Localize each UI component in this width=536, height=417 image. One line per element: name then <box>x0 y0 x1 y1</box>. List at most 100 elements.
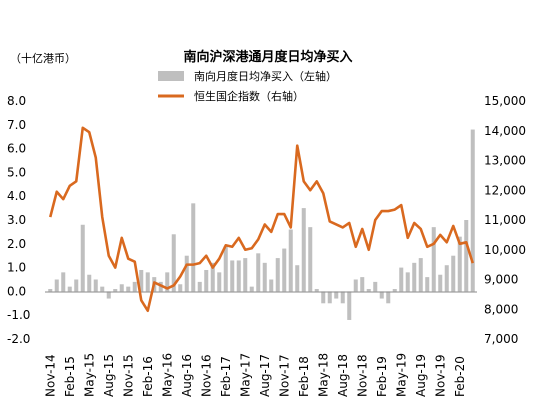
right-axis-tick-label: 12,000 <box>484 183 526 197</box>
bar <box>451 255 456 292</box>
bar <box>230 260 235 292</box>
x-axis-tick-label: Nov-18 <box>355 354 369 397</box>
left-axis-tick-label: -1.0 <box>7 308 30 322</box>
right-axis-tick-label: 8,000 <box>484 302 518 316</box>
bar <box>386 291 391 304</box>
right-axis-tick-label: 14,000 <box>484 124 526 138</box>
x-axis-tick-label: May-18 <box>316 353 330 397</box>
right-axis-ticks: 15,000 14,000 13,000 12,000 11,000 10,000 9,00… <box>484 94 526 346</box>
bar <box>399 267 404 292</box>
bar <box>100 286 105 292</box>
left-axis-ticks: 8.0 7.0 6.0 5.0 4.0 3.0 2.0 1.0 0.0 -1.0 -2.0 <box>7 94 30 346</box>
left-axis-unit-label: （十亿港币） <box>10 51 76 65</box>
bar <box>392 289 397 292</box>
bar <box>470 129 475 292</box>
bar <box>379 291 384 299</box>
bar <box>256 253 261 292</box>
x-axis-tick-label: May-17 <box>238 353 252 397</box>
bar <box>288 229 293 292</box>
x-axis-tick-label: May-15 <box>82 353 96 397</box>
bar <box>184 255 189 292</box>
bar <box>61 272 66 292</box>
bar <box>67 286 72 292</box>
bar <box>262 262 267 292</box>
bar <box>438 274 443 292</box>
legend: 南向月度日均净买入（左轴） 恒生国企指数（右轴） <box>158 69 337 103</box>
bar <box>412 262 417 292</box>
x-axis-tick-label: Feb-20 <box>453 356 467 397</box>
bar-series <box>48 129 475 320</box>
left-axis-tick-label: 7.0 <box>7 118 26 132</box>
bar <box>54 279 59 292</box>
left-axis-tick-label: 2.0 <box>7 237 26 251</box>
bar <box>444 265 449 292</box>
bar <box>217 272 222 292</box>
left-axis-tick-label: 8.0 <box>7 94 26 108</box>
bar <box>171 234 176 292</box>
bar <box>418 258 423 292</box>
bar <box>464 220 469 292</box>
bar <box>165 272 170 292</box>
chart-title: 南向沪深港通月度日均净买入 <box>183 49 352 65</box>
left-axis-tick-label: 4.0 <box>7 189 26 203</box>
left-axis-tick-label: 6.0 <box>7 142 26 156</box>
bar <box>347 291 352 320</box>
x-axis-tick-label: Feb-17 <box>219 356 233 397</box>
bar <box>119 284 124 292</box>
x-axis-tick-label: Aug-18 <box>336 354 350 397</box>
right-axis-tick-label: 15,000 <box>484 94 526 108</box>
bar <box>223 246 228 292</box>
bar <box>48 289 53 292</box>
bar <box>425 277 430 292</box>
bar <box>275 258 280 292</box>
bar <box>93 279 98 292</box>
bar <box>301 208 306 292</box>
bar <box>314 289 319 292</box>
bar <box>295 265 300 292</box>
x-axis-tick-label: Aug-17 <box>258 354 272 397</box>
bar <box>178 284 183 292</box>
legend-line-label: 恒生国企指数（右轴） <box>194 89 304 103</box>
x-axis-tick-label: May-19 <box>394 353 408 397</box>
legend-bar-label: 南向月度日均净买入（左轴） <box>194 69 337 83</box>
bar <box>74 279 79 292</box>
right-axis-tick-label: 10,000 <box>484 243 526 257</box>
x-axis-ticks: Nov-14 Feb-15 May-15 Aug-15 Nov-15 Feb-16 May-… <box>43 353 467 397</box>
x-axis-tick-label: Aug-19 <box>414 354 428 397</box>
bar <box>191 203 196 292</box>
bar <box>210 262 215 292</box>
x-axis-tick-label: Nov-19 <box>433 354 447 397</box>
bar <box>269 279 274 292</box>
bar <box>204 269 209 292</box>
bar <box>282 248 287 292</box>
bar <box>139 269 144 292</box>
right-axis-tick-label: 13,000 <box>484 154 526 168</box>
right-axis-tick-label: 7,000 <box>484 332 518 346</box>
bar <box>366 289 371 292</box>
legend-bar-swatch <box>158 71 184 81</box>
left-axis-tick-label: 3.0 <box>7 213 26 227</box>
bar <box>373 281 378 292</box>
x-axis-tick-label: Aug-16 <box>180 354 194 397</box>
bar <box>132 281 137 292</box>
bar <box>243 258 248 292</box>
bar <box>360 277 365 292</box>
right-axis-tick-label: 9,000 <box>484 273 518 287</box>
x-axis-tick-label: Aug-15 <box>102 354 116 397</box>
x-axis-tick-label: Nov-15 <box>121 354 135 397</box>
bar <box>334 291 339 299</box>
bar <box>340 291 345 304</box>
x-axis-tick-label: Nov-14 <box>43 354 57 397</box>
bar <box>126 286 131 292</box>
bar <box>80 224 85 292</box>
bar <box>145 272 150 292</box>
bar <box>87 274 92 292</box>
bar <box>353 279 358 292</box>
right-axis-tick-label: 11,000 <box>484 213 526 227</box>
left-axis-tick-label: -2.0 <box>7 332 30 346</box>
x-axis-tick-label: Feb-16 <box>141 356 155 397</box>
bar <box>327 291 332 304</box>
x-axis-tick-label: Feb-15 <box>63 356 77 397</box>
bar <box>113 289 118 292</box>
